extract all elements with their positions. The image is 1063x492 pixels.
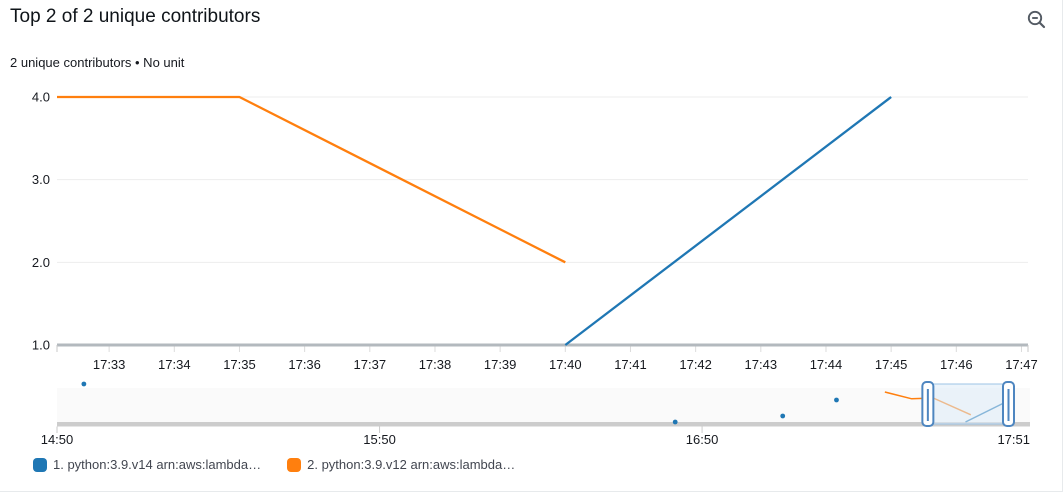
x-tick-label: 17:35 bbox=[223, 357, 256, 372]
y-tick-label: 2.0 bbox=[32, 255, 50, 270]
overview-dot bbox=[834, 397, 839, 403]
overview-brush-chart[interactable]: 14:50 15:50 16:50 17:51 bbox=[0, 378, 1063, 452]
x-tick-label: 17:46 bbox=[940, 357, 973, 372]
legend-label: 2. python:3.9.v12 arn:aws:lambda… bbox=[307, 457, 516, 472]
legend-item-series-1[interactable]: 1. python:3.9.v14 arn:aws:lambda… bbox=[33, 457, 261, 472]
x-tick-label: 17:39 bbox=[484, 357, 517, 372]
overview-dot bbox=[672, 419, 678, 425]
series-line-1 bbox=[564, 96, 892, 346]
overview-tick-label: 15:50 bbox=[363, 432, 396, 447]
overview-strip bbox=[57, 388, 1030, 422]
overview-dot bbox=[81, 381, 87, 387]
x-tick-label: 17:45 bbox=[875, 357, 908, 372]
legend-swatch-blue bbox=[33, 457, 47, 472]
zoom-out-button[interactable] bbox=[1025, 8, 1049, 32]
legend-label: 1. python:3.9.v14 arn:aws:lambda… bbox=[53, 457, 262, 472]
brush-selection[interactable] bbox=[927, 383, 1009, 425]
series-line-2 bbox=[57, 95, 566, 264]
x-tick-label: 17:47 bbox=[1005, 357, 1038, 372]
x-tick-label: 17:43 bbox=[745, 357, 778, 372]
x-tick-label: 17:42 bbox=[679, 357, 712, 372]
x-tick-label: 17:44 bbox=[810, 357, 843, 372]
page-title: Top 2 of 2 unique contributors bbox=[10, 6, 261, 27]
legend-item-series-2[interactable]: 2. python:3.9.v12 arn:aws:lambda… bbox=[287, 457, 515, 472]
overview-dot bbox=[780, 413, 786, 419]
legend-swatch-orange bbox=[287, 457, 302, 472]
zoom-out-icon bbox=[1027, 10, 1046, 29]
overview-tick-label: 16:50 bbox=[686, 432, 719, 447]
x-tick-label: 17:34 bbox=[158, 357, 191, 372]
y-tick-label: 3.0 bbox=[32, 172, 50, 187]
main-line-chart[interactable]: 4.0 3.0 2.0 1.0 17:33 17:34 17:35 17:36 17:37 17:… bbox=[0, 85, 1063, 378]
y-tick-label: 4.0 bbox=[32, 90, 50, 105]
x-tick-label: 17:36 bbox=[288, 357, 321, 372]
chart-subtitle: 2 unique contributors • No unit bbox=[10, 55, 185, 70]
x-tick-label: 17:37 bbox=[354, 357, 387, 372]
x-tick-label: 17:33 bbox=[93, 357, 126, 372]
x-tick-label: 17:38 bbox=[419, 357, 452, 372]
overview-axis-line bbox=[57, 422, 1030, 427]
y-tick-label: 1.0 bbox=[32, 338, 50, 353]
overview-tick-label: 17:51 bbox=[997, 432, 1030, 447]
x-tick-label: 17:41 bbox=[614, 357, 647, 372]
x-tick-label: 17:40 bbox=[549, 357, 582, 372]
overview-tick-label: 14:50 bbox=[41, 432, 74, 447]
chart-legend: 1. python:3.9.v14 arn:aws:lambda… 2. pyt… bbox=[33, 457, 515, 472]
